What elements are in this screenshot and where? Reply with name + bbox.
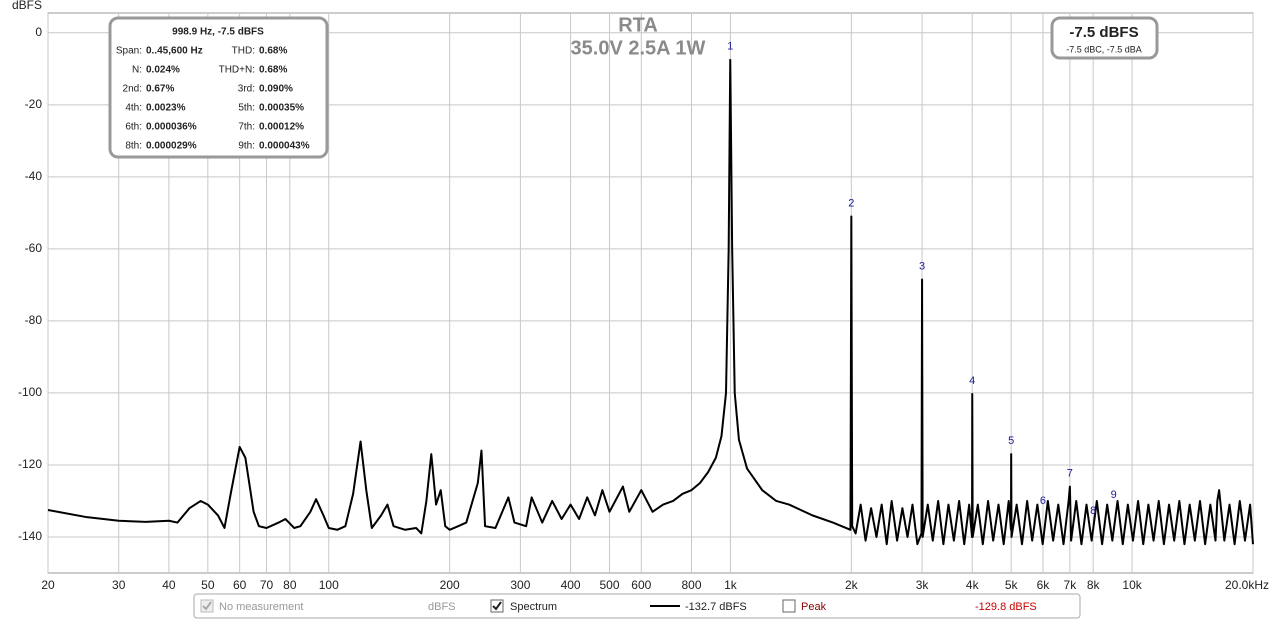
harmonic-label: 9: [1111, 489, 1117, 501]
x-tick-label: 200: [440, 578, 460, 592]
x-tick-label: 3k: [916, 578, 930, 592]
harmonic-label: 2: [848, 197, 854, 209]
x-tick-label: 20.0kHz: [1225, 578, 1269, 592]
info-cell: N:: [132, 65, 142, 76]
info-cell: 0.68%: [259, 65, 287, 76]
info-cell: 0.000043%: [259, 141, 310, 152]
x-tick-label: 500: [599, 578, 619, 592]
info-cell: 0.000029%: [146, 141, 197, 152]
harmonic-label: 5: [1008, 435, 1014, 447]
info-cell: 5th:: [238, 103, 255, 114]
x-tick-label: 7k: [1064, 578, 1078, 592]
x-tick-label: 2k: [845, 578, 859, 592]
x-tick-label: 100: [319, 578, 339, 592]
info-box: 998.9 Hz, -7.5 dBFS Span: 0..45,600 Hz THD…: [108, 16, 329, 159]
chart-title: RTA: [618, 14, 658, 36]
lines: [47, 58, 1254, 546]
info-cell: 9th:: [238, 141, 255, 152]
spectrum-line: [47, 58, 1254, 546]
info-cell: 4th:: [125, 103, 142, 114]
level-main: -7.5 dBFS: [1069, 24, 1138, 41]
legend-value: -129.8 dBFS: [975, 601, 1037, 613]
harmonic-label: 3: [919, 260, 925, 272]
info-cell: 7th:: [238, 122, 255, 133]
info-cell: 0.67%: [146, 84, 174, 95]
info-title: 998.9 Hz, -7.5 dBFS: [172, 27, 264, 38]
x-tick-label: 10k: [1122, 578, 1142, 592]
harmonic-label: 6: [1040, 495, 1046, 507]
x-tick-label: 1k: [724, 578, 738, 592]
y-tick-label: -60: [25, 241, 43, 255]
info-cell: 0.00035%: [259, 103, 304, 114]
info-cell: 3rd:: [238, 84, 255, 95]
x-tick-label: 600: [631, 578, 651, 592]
checkbox[interactable]: [782, 599, 796, 613]
x-tick-label: 30: [112, 578, 126, 592]
level-box: -7.5 dBFS -7.5 dBC, -7.5 dBA: [1050, 16, 1159, 60]
harmonic-label: 1: [727, 41, 733, 53]
info-cell: 0.00012%: [259, 122, 304, 133]
x-tick-label: 400: [561, 578, 581, 592]
legend-value: -132.7 dBFS: [685, 601, 747, 613]
y-tick-label: -20: [25, 97, 43, 111]
info-cell: 0.090%: [259, 84, 293, 95]
x-tick-label: 80: [283, 578, 297, 592]
checkmark: [202, 601, 212, 611]
info-cell: 0.0023%: [146, 103, 186, 114]
legend-label: No measurement: [219, 601, 303, 613]
info-cell: THD+N:: [219, 65, 255, 76]
chart-subtitle: 35.0V 2.5A 1W: [571, 37, 706, 59]
x-tick-label: 40: [162, 578, 176, 592]
x-tick-label: 50: [201, 578, 215, 592]
y-tick-label: -120: [18, 457, 42, 471]
info-cell: THD:: [232, 46, 255, 57]
x-tick-label: 5k: [1005, 578, 1019, 592]
y-tick-label: -100: [18, 385, 42, 399]
y-tick-label: 0: [35, 25, 42, 39]
x-tick-label: 6k: [1037, 578, 1051, 592]
info-cell: Span:: [116, 46, 142, 57]
info-cell: 6th:: [125, 122, 142, 133]
info-cell: 0..45,600 Hz: [146, 46, 203, 57]
grid: [47, 13, 1254, 573]
level-sub: -7.5 dBC, -7.5 dBA: [1066, 44, 1142, 54]
y-tick-label: -80: [25, 313, 43, 327]
y-tick-label: -40: [25, 169, 43, 183]
info-cell: 8th:: [125, 141, 142, 152]
x-tick-label: 60: [233, 578, 247, 592]
x-tick-label: 8k: [1087, 578, 1101, 592]
x-tick-label: 800: [681, 578, 701, 592]
info-cell: 0.68%: [259, 46, 287, 57]
harmonic-label: 8: [1090, 505, 1096, 517]
x-tick-label: 300: [510, 578, 530, 592]
legend-frame: [193, 593, 1081, 619]
level-frame: [1050, 16, 1159, 60]
info-cell: 2nd:: [123, 84, 142, 95]
info-cell: 0.000036%: [146, 122, 197, 133]
x-tick-label: 20: [41, 578, 55, 592]
x-tick-label: 4k: [966, 578, 980, 592]
info-frame: [108, 16, 329, 159]
harmonic-label: 7: [1067, 467, 1073, 479]
legend-unit: dBFS: [428, 601, 456, 613]
y-axis-label: dBFS: [12, 0, 42, 12]
info-cell: 0.024%: [146, 65, 180, 76]
x-tick-label: 70: [260, 578, 274, 592]
legend-label: Spectrum: [510, 601, 557, 613]
legend-label: Peak: [801, 601, 827, 613]
checkmark: [492, 601, 502, 611]
y-tick-label: -140: [18, 529, 42, 543]
legend-bar: No measurement dBFS Spectrum -132.7 dBFS…: [193, 593, 1081, 619]
harmonic-label: 4: [969, 375, 975, 387]
